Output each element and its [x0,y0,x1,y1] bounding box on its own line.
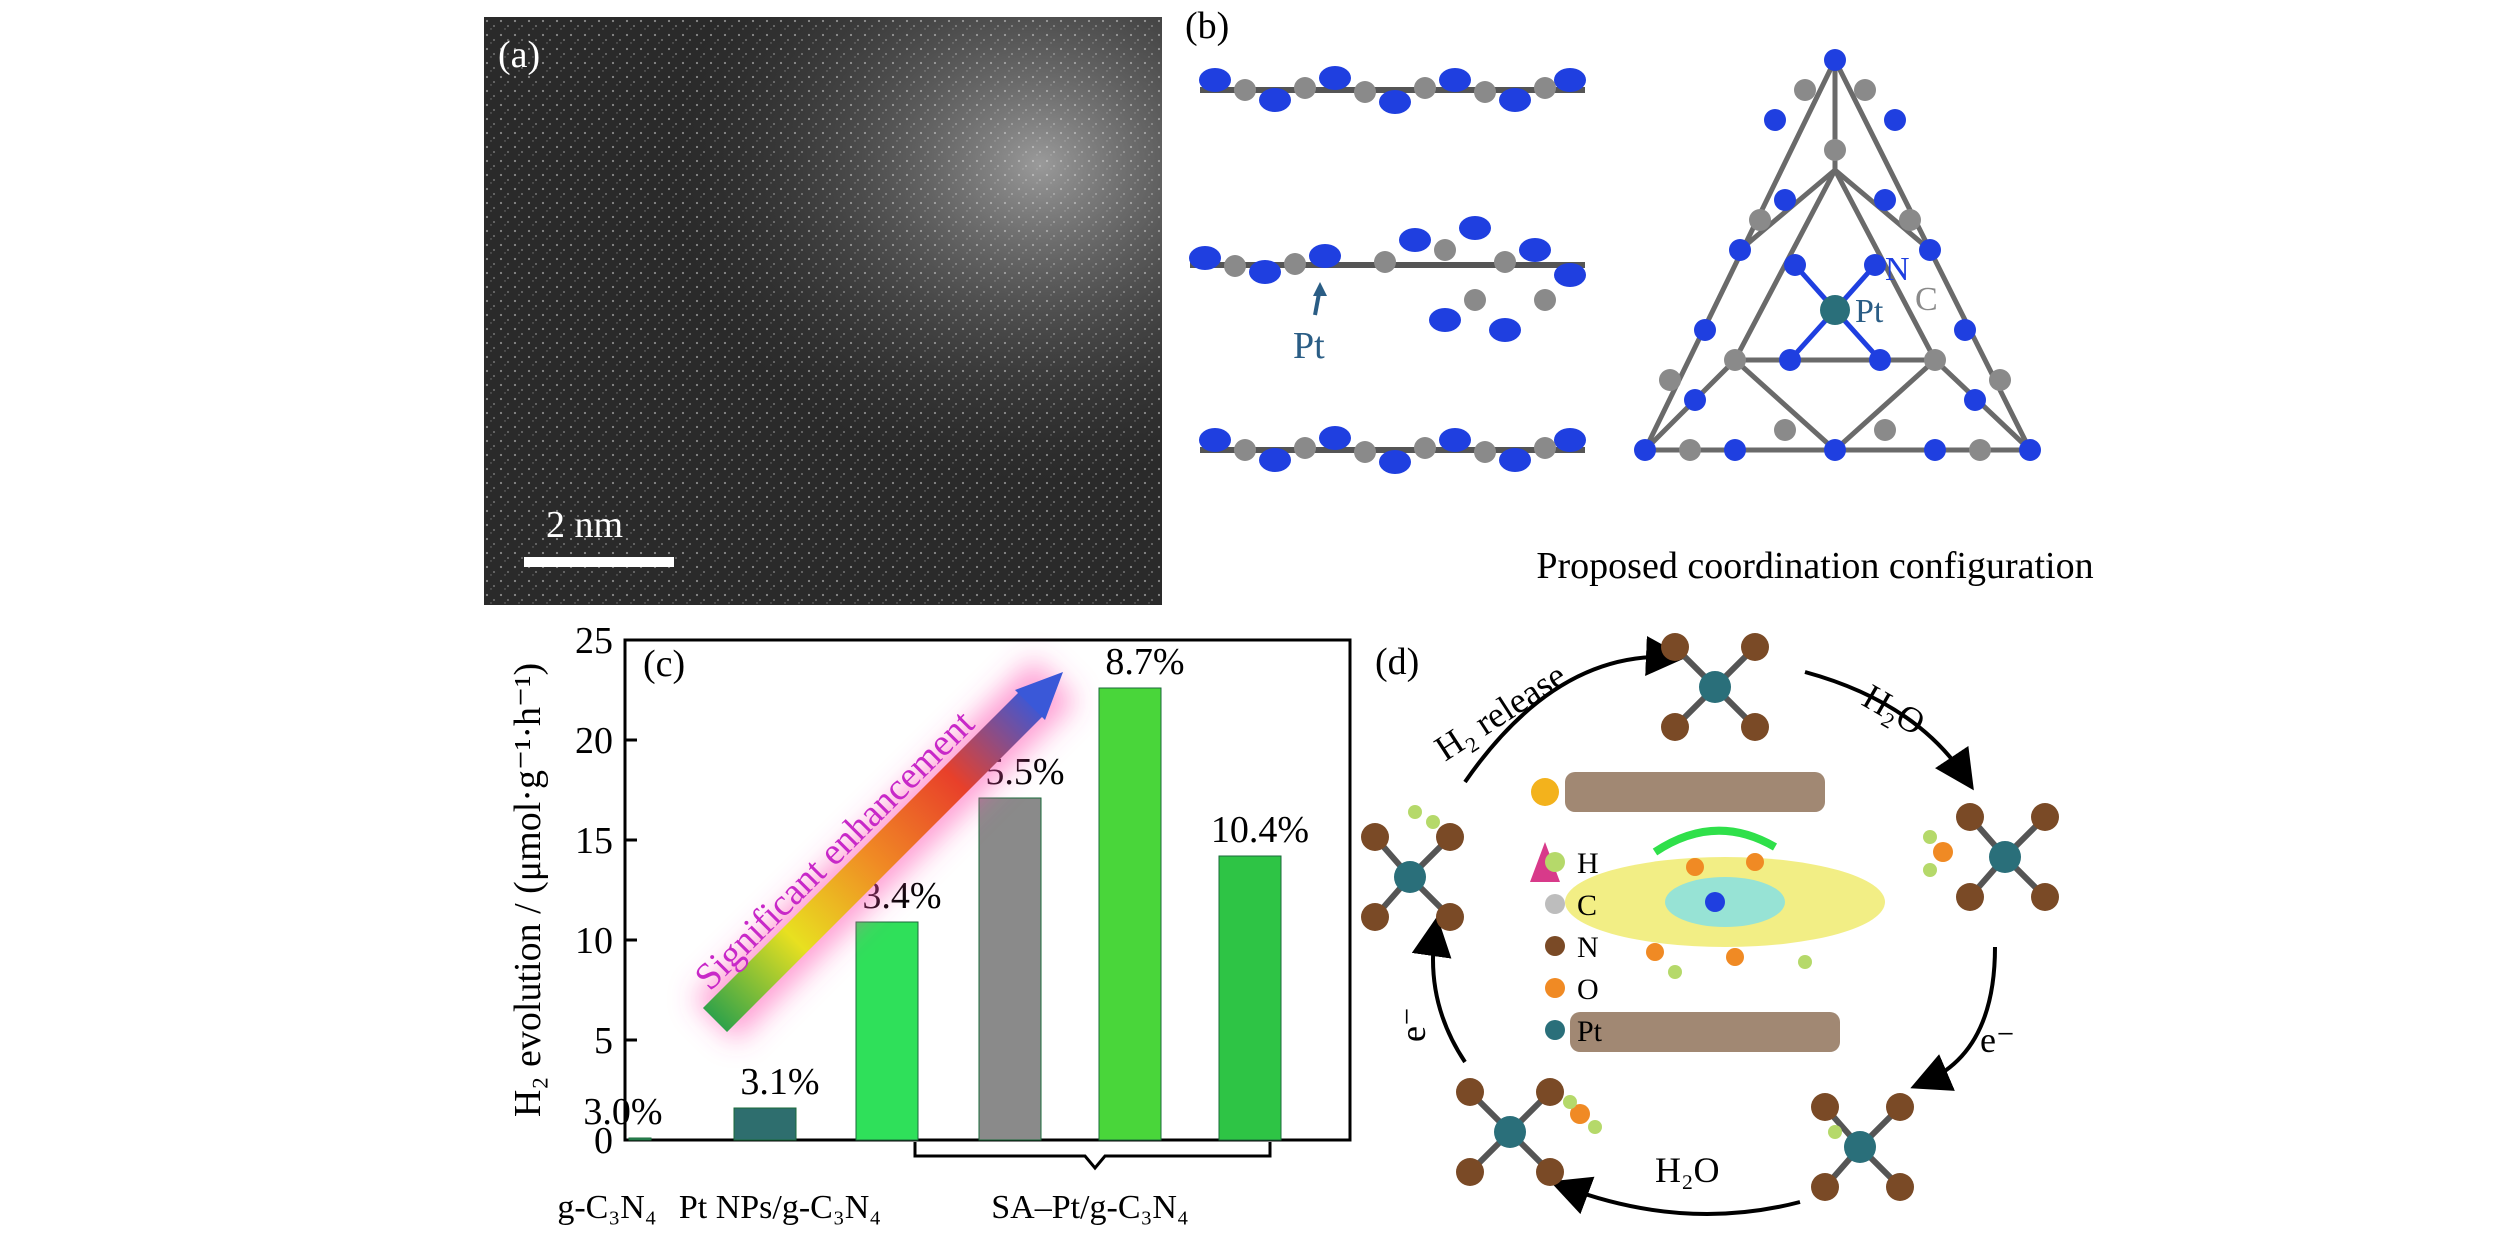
legend-swatch [1545,1020,1565,1040]
legend-label: O [1577,973,1599,1006]
bar-data-label: 8.7% [1105,641,1184,683]
arrow-text: Significant enhancement [687,702,983,998]
e-right-label: e⁻ [1980,1020,2015,1060]
panel-c-bar-chart: 0 5 10 15 20 25 H₂ evolution / (μmol·g⁻¹·h⁻¹) … [495,620,1375,1229]
legend-swatch [1545,936,1565,956]
scale-bar-label: 2 nm [546,504,623,546]
h2o-top-label: H₂O [1856,676,1932,743]
h2o-bottom-label: H₂O [1655,1150,1720,1190]
side-view-layer-bottom [1199,426,1586,474]
e-left-label: e⁻ [1393,1007,1433,1042]
pt-complex-right [1923,803,2059,911]
group-label-3: SA–Pt/g-C₃N₄ [991,1189,1189,1226]
h2-release-label: H₂ release [1428,655,1573,769]
bar [628,1137,652,1141]
scale-bar [524,557,674,567]
top-view-structure: Pt N C [1634,49,2041,461]
bar [978,797,1042,1141]
panel-c-label: (c) [643,643,685,685]
pt-complex-bottom-left [1456,1078,1602,1186]
bar-data-label: 10.4% [1211,809,1309,851]
bar [1218,855,1282,1141]
chart-bars [628,687,1282,1141]
pt-label-side: Pt [1293,325,1325,367]
bar-data-label: 3.1% [740,1061,819,1103]
pt-atom [1820,295,1850,325]
n-label: N [1885,251,1910,288]
y-tick-label: 20 [575,720,613,762]
group-label-2: Pt NPs/g-C₃N₄ [679,1189,881,1226]
y-tick-label: 5 [594,1020,613,1062]
group-brace [913,1142,1272,1171]
side-view-layer-top [1199,66,1586,114]
bar [733,1107,797,1141]
chart-axes: 0 5 10 15 20 25 H₂ evolution / (μmol·g⁻¹·h⁻¹) [507,620,1352,1162]
y-axis-label: H₂ evolution / (μmol·g⁻¹·h⁻¹) [507,663,549,1117]
y-tick-label: 0 [594,1120,613,1162]
legend-label: C [1577,889,1597,922]
bar [855,921,919,1141]
legend-swatch [1545,894,1565,914]
panel-d-label: (d) [1375,641,1419,683]
group-label-1: g-C₃N₄ [557,1189,656,1226]
panel-a-label: (a) [498,34,540,76]
legend-label: Pt [1577,1015,1603,1048]
bar-data-label: 3.0% [583,1091,662,1133]
bar [1098,687,1162,1141]
panel-b-caption: Proposed coordination configuration [1536,545,2093,587]
legend-label: H [1577,847,1599,880]
pt-label-top: Pt [1855,293,1884,330]
y-tick-label: 25 [575,620,613,662]
cycle-arrows [1411,635,1997,1216]
legend-label: N [1577,931,1599,964]
pt-complex-top [1661,633,1769,741]
panel-b-label: (b) [1185,5,1229,47]
c-label: C [1915,281,1938,318]
panel-b-structure: (b) [1175,0,2095,610]
panel-a-tem-image: (a) 2 nm [484,17,1162,605]
legend-swatch [1545,852,1565,872]
side-view-layer-middle: Pt [1189,216,1586,367]
pt-complex-left [1361,805,1464,931]
panel-d-catalytic-cycle: (d) H₂ release H₂O H₂O e⁻ e⁻ [1355,612,2115,1229]
y-tick-label: 15 [575,820,613,862]
legend-swatch [1545,978,1565,998]
central-layered-structure [1530,772,1885,1052]
y-tick-label: 10 [575,920,613,962]
pt-complex-bottom-right [1811,1093,1914,1201]
